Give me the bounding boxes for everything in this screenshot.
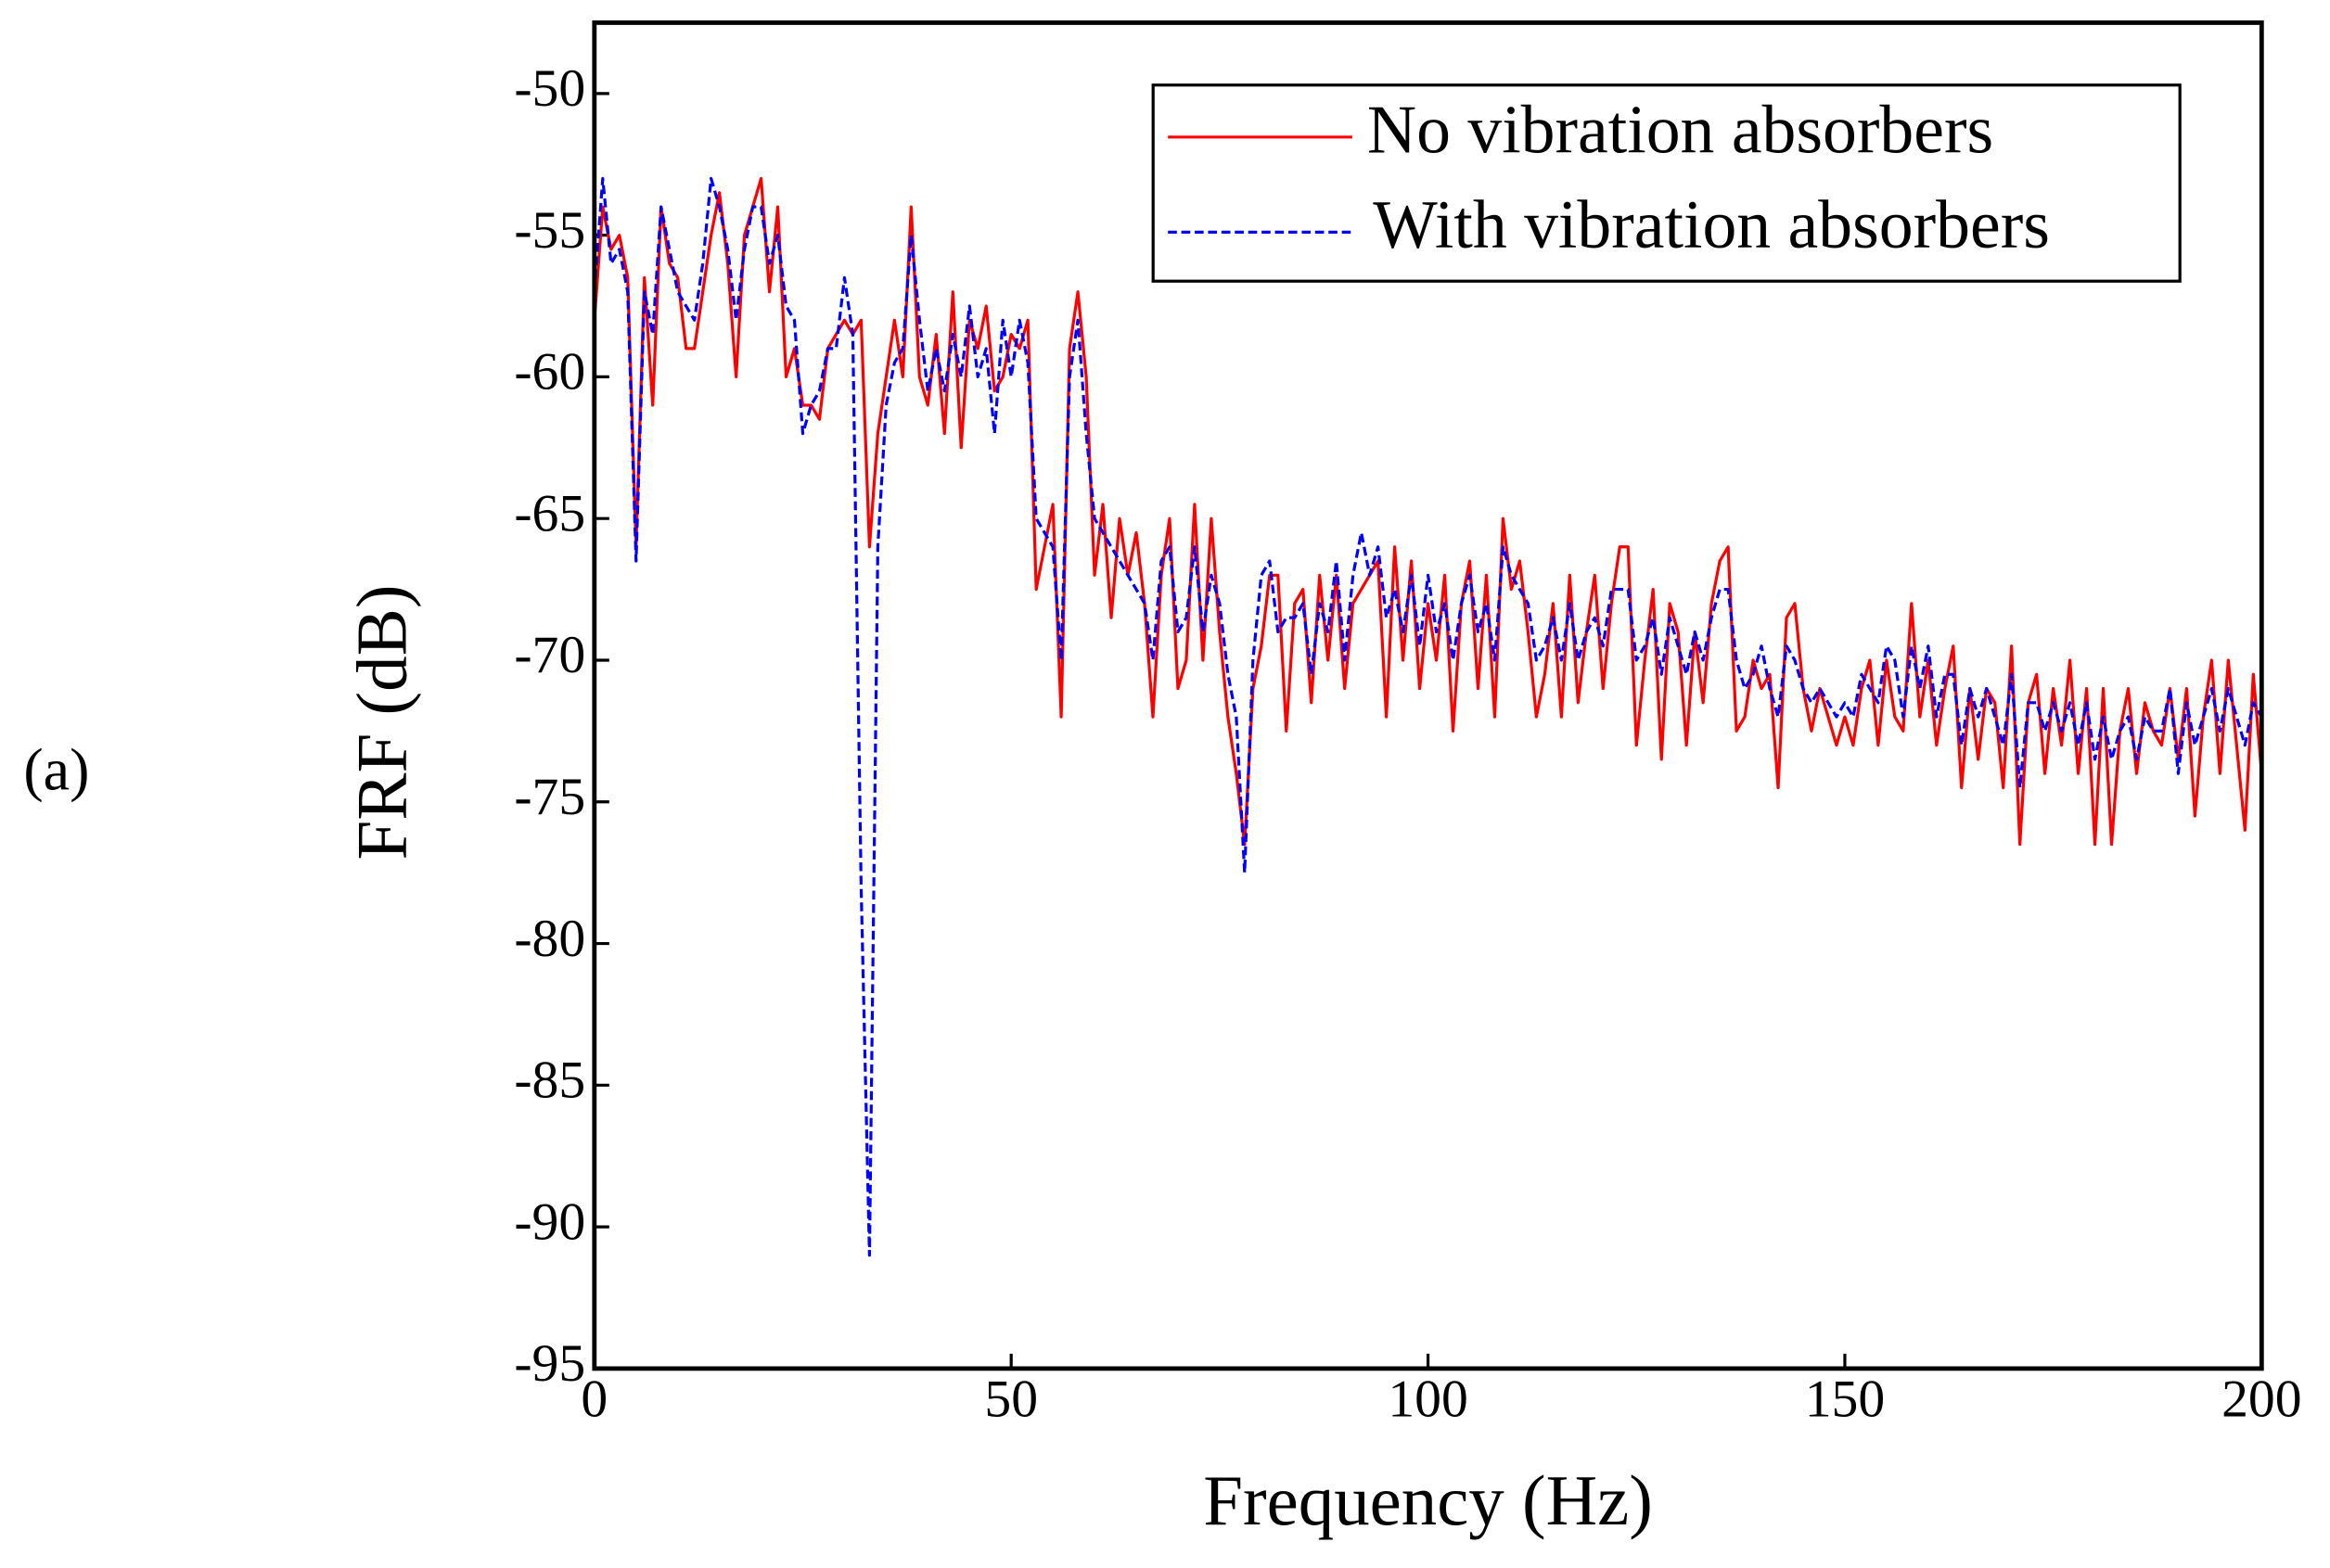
legend-box: [1151, 83, 2182, 283]
legend-label: With vibration absorbers: [1373, 186, 2050, 262]
y-tick-label: -50: [514, 59, 585, 118]
y-tick-label: -75: [514, 768, 585, 826]
y-tick-label: -70: [514, 626, 585, 684]
y-tick-label: -95: [514, 1334, 585, 1393]
x-tick-label: 100: [1388, 1370, 1467, 1429]
x-tick-label: 200: [2221, 1370, 2301, 1429]
y-tick-label: -65: [514, 484, 585, 542]
plot-frame: [592, 20, 2264, 1371]
panel-label: (a): [23, 736, 89, 802]
series-line: [593, 176, 2263, 847]
x-tick-label: 0: [581, 1370, 608, 1429]
y-tick-label: -85: [514, 1052, 585, 1110]
x-axis-label: Frequency (Hz): [1203, 1460, 1653, 1540]
x-tick-label: 150: [1805, 1370, 1885, 1429]
y-tick-label: -60: [514, 343, 585, 402]
y-tick-label: -55: [514, 201, 585, 260]
y-tick-label: -90: [514, 1192, 585, 1251]
y-axis-label: FRF (dB): [341, 585, 421, 860]
x-tick-label: 50: [984, 1370, 1038, 1429]
series-line: [593, 176, 2263, 1257]
legend-label: No vibration absorbers: [1367, 92, 1993, 168]
y-tick-label: -80: [514, 910, 585, 968]
